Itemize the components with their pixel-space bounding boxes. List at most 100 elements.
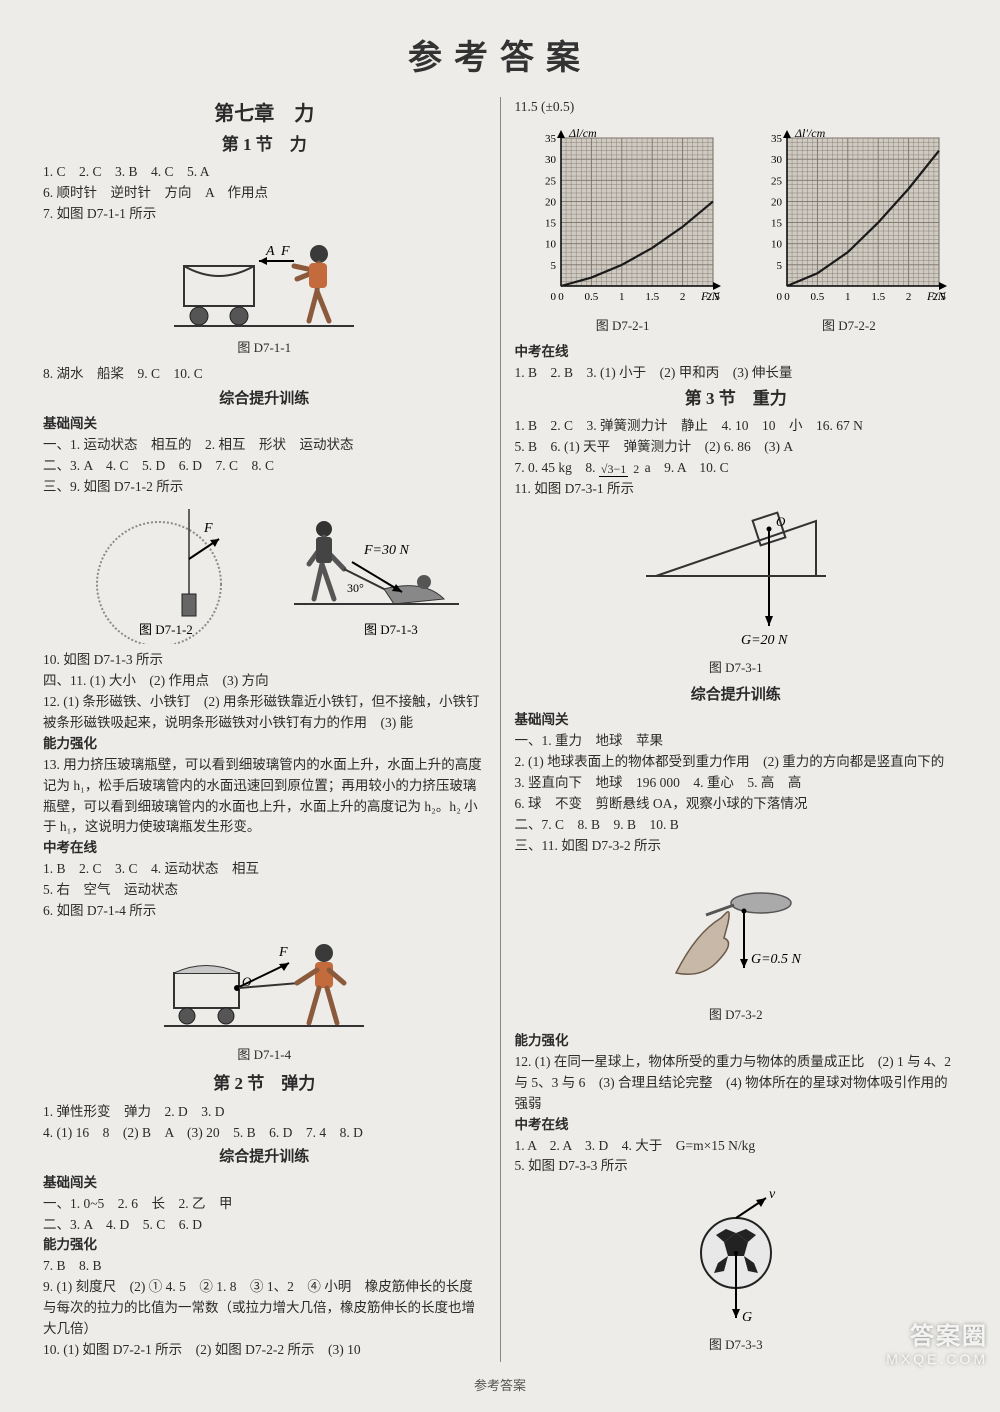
fraction: √3−1 2 bbox=[599, 463, 641, 475]
svg-text:F/N: F/N bbox=[700, 289, 721, 303]
text: 7. 0. 45 kg 8. bbox=[515, 460, 599, 475]
answer-line: 二、3. A 4. C 5. D 6. D 7. C 8. C bbox=[43, 456, 486, 477]
label-F30: F=30 N bbox=[363, 543, 409, 558]
svg-text:15: 15 bbox=[771, 217, 783, 229]
heading-exam: 中考在线 bbox=[515, 1115, 958, 1136]
cart-pull-illustration: O F bbox=[159, 928, 369, 1043]
page-title: 参考答案 bbox=[35, 30, 965, 79]
label-F: F bbox=[203, 521, 213, 536]
label-v: v bbox=[769, 1187, 776, 1202]
figure-d7-3-2: G=0.5 N 图 D7-3-2 bbox=[515, 863, 958, 1025]
label-G: G bbox=[742, 1310, 752, 1325]
label-angle: 30° bbox=[347, 581, 364, 595]
answer-line: 1. B 2. C 3. 弹簧测力计 静止 4. 10 10 小 16. 67 … bbox=[515, 416, 958, 437]
fig-caption: 图 D7-1-1 bbox=[43, 338, 486, 358]
answer-line: 10. (1) 如图 D7-2-1 所示 (2) 如图 D7-2-2 所示 (3… bbox=[43, 1340, 486, 1361]
answer-line: 一、1. 重力 地球 苹果 bbox=[515, 731, 958, 752]
svg-text:1: 1 bbox=[619, 291, 625, 303]
svg-text:Δl'/cm: Δl'/cm bbox=[794, 126, 826, 140]
soccer-ball-illustration: v G bbox=[666, 1183, 806, 1333]
svg-text:25: 25 bbox=[545, 175, 557, 187]
svg-text:0.5: 0.5 bbox=[584, 291, 598, 303]
answer-line: 四、11. (1) 大小 (2) 作用点 (3) 方向 bbox=[43, 671, 486, 692]
svg-text:2: 2 bbox=[679, 291, 685, 303]
figure-d7-3-1: O G=20 N 图 D7-3-1 bbox=[515, 506, 958, 678]
heading-ability: 能力强化 bbox=[43, 734, 486, 755]
heading-base: 基础闯关 bbox=[43, 414, 486, 435]
heading-exam: 中考在线 bbox=[515, 342, 958, 363]
svg-text:20: 20 bbox=[771, 196, 783, 208]
svg-text:25: 25 bbox=[771, 175, 783, 187]
answer-line: 二、7. C 8. B 9. B 10. B bbox=[515, 815, 958, 836]
answer-line: 7. B 8. B bbox=[43, 1256, 486, 1277]
svg-text:1.5: 1.5 bbox=[645, 291, 659, 303]
right-column: 11.5 (±0.5) 510152025303500.511.522.5Δl/… bbox=[501, 97, 966, 1362]
svg-text:20: 20 bbox=[545, 196, 557, 208]
svg-text:0: 0 bbox=[784, 291, 790, 303]
section2-title: 第 2 节 弹力 bbox=[43, 1071, 486, 1097]
answer-line: 5. B 6. (1) 天平 弹簧测力计 (2) 6. 86 (3) A bbox=[515, 437, 958, 458]
chapter-title: 第七章 力 bbox=[43, 99, 486, 130]
svg-text:0: 0 bbox=[776, 291, 782, 303]
incline-gravity-illustration: O G=20 N bbox=[626, 506, 846, 656]
heading-base: 基础闯关 bbox=[515, 710, 958, 731]
svg-text:Δl/cm: Δl/cm bbox=[568, 126, 597, 140]
answer-line: 6. 球 不变 剪断悬线 OA，观察小球的下落情况 bbox=[515, 794, 958, 815]
heading-ability: 能力强化 bbox=[43, 1235, 486, 1256]
watermark-title: 答案圈 bbox=[886, 1316, 988, 1351]
figure-d7-1-4: O F 图 D7-1-4 bbox=[43, 928, 486, 1065]
svg-text:5: 5 bbox=[776, 260, 782, 272]
fig-caption: 图 D7-1-2 bbox=[139, 622, 193, 637]
section3-title: 第 3 节 重力 bbox=[515, 386, 958, 412]
numerator: √3−1 bbox=[599, 462, 628, 477]
svg-text:35: 35 bbox=[545, 133, 557, 145]
label-F: F bbox=[280, 244, 290, 259]
answer-line: 三、9. 如图 D7-1-2 所示 bbox=[43, 477, 486, 498]
svg-text:1.5: 1.5 bbox=[871, 291, 885, 303]
answer-line: 4. (1) 16 8 (2) B A (3) 20 5. B 6. D 7. … bbox=[43, 1123, 486, 1144]
answer-line: 5. 如图 D7-3-3 所示 bbox=[515, 1156, 958, 1177]
answer-line: 3. 竖直向下 地球 196 000 4. 重心 5. 高 高 bbox=[515, 773, 958, 794]
answer-line: 9. (1) 刻度尺 (2) ① 4. 5 ② 1. 8 ③ 1、2 ④ 小明 … bbox=[43, 1277, 486, 1340]
watermark-url: MXQE.COM bbox=[886, 1351, 988, 1367]
answer-line: 12. (1) 在同一星球上，物体所受的重力与物体的质量成正比 (2) 1 与 … bbox=[515, 1052, 958, 1115]
svg-text:35: 35 bbox=[771, 133, 783, 145]
label-G: G=0.5 N bbox=[751, 952, 802, 967]
answer-line: 10. 如图 D7-1-3 所示 bbox=[43, 650, 486, 671]
svg-text:30: 30 bbox=[545, 154, 557, 166]
svg-text:F/N: F/N bbox=[926, 289, 947, 303]
spring-chart-1: 510152025303500.511.522.5Δl/cmF/N0 bbox=[523, 124, 723, 314]
hanging-and-sled-illustration: F 图 D7-1-2 F=30 N 30° 图 D7-1-3 bbox=[64, 504, 464, 644]
finger-spoon-illustration: G=0.5 N bbox=[646, 863, 826, 1003]
heading-base: 基础闯关 bbox=[43, 1173, 486, 1194]
subtitle: 综合提升训练 bbox=[43, 1146, 486, 1169]
answer-line: 1. B 2. B 3. (1) 小于 (2) 甲和丙 (3) 伸长量 bbox=[515, 363, 958, 384]
watermark: 答案圈 MXQE.COM bbox=[886, 1316, 988, 1367]
svg-text:10: 10 bbox=[545, 239, 557, 251]
svg-text:30: 30 bbox=[771, 154, 783, 166]
answer-line: 1. C 2. C 3. B 4. C 5. A bbox=[43, 162, 486, 183]
svg-text:0: 0 bbox=[558, 291, 564, 303]
heading-exam: 中考在线 bbox=[43, 838, 486, 859]
denominator: 2 bbox=[631, 462, 641, 476]
page: 参考答案 第七章 力 第 1 节 力 1. C 2. C 3. B 4. C 5… bbox=[0, 0, 1000, 1412]
subtitle: 综合提升训练 bbox=[515, 684, 958, 707]
heading-ability: 能力强化 bbox=[515, 1031, 958, 1052]
label-A: A bbox=[265, 244, 275, 259]
charts-row: 510152025303500.511.522.5Δl/cmF/N0 图 D7-… bbox=[515, 118, 958, 342]
answer-line: 11. 如图 D7-3-1 所示 bbox=[515, 479, 958, 500]
cart-push-illustration: A F bbox=[169, 231, 359, 336]
answer-line: 11.5 (±0.5) bbox=[515, 97, 958, 118]
spring-chart-2: 510152025303500.511.522.5Δl'/cmF/N0 bbox=[749, 124, 949, 314]
answer-line: 1. B 2. C 3. C 4. 运动状态 相互 bbox=[43, 859, 486, 880]
fig-caption: 图 D7-1-3 bbox=[364, 622, 418, 637]
answer-line: 2. (1) 地球表面上的物体都受到重力作用 (2) 重力的方向都是竖直向下的 bbox=[515, 752, 958, 773]
fig-caption: 图 D7-3-2 bbox=[515, 1005, 958, 1025]
subtitle: 综合提升训练 bbox=[43, 388, 486, 411]
answer-line: 13. 用力挤压玻璃瓶壁，可以看到细玻璃管内的水面上升，水面上升的高度记为 h₁… bbox=[43, 755, 486, 839]
figure-d7-1-1: A F 图 D7-1-1 bbox=[43, 231, 486, 358]
chart-d7-2-1: 510152025303500.511.522.5Δl/cmF/N0 图 D7-… bbox=[523, 124, 723, 336]
svg-text:0: 0 bbox=[550, 291, 556, 303]
answer-line: 1. 弹性形变 弹力 2. D 3. D bbox=[43, 1102, 486, 1123]
section1-title: 第 1 节 力 bbox=[43, 132, 486, 158]
